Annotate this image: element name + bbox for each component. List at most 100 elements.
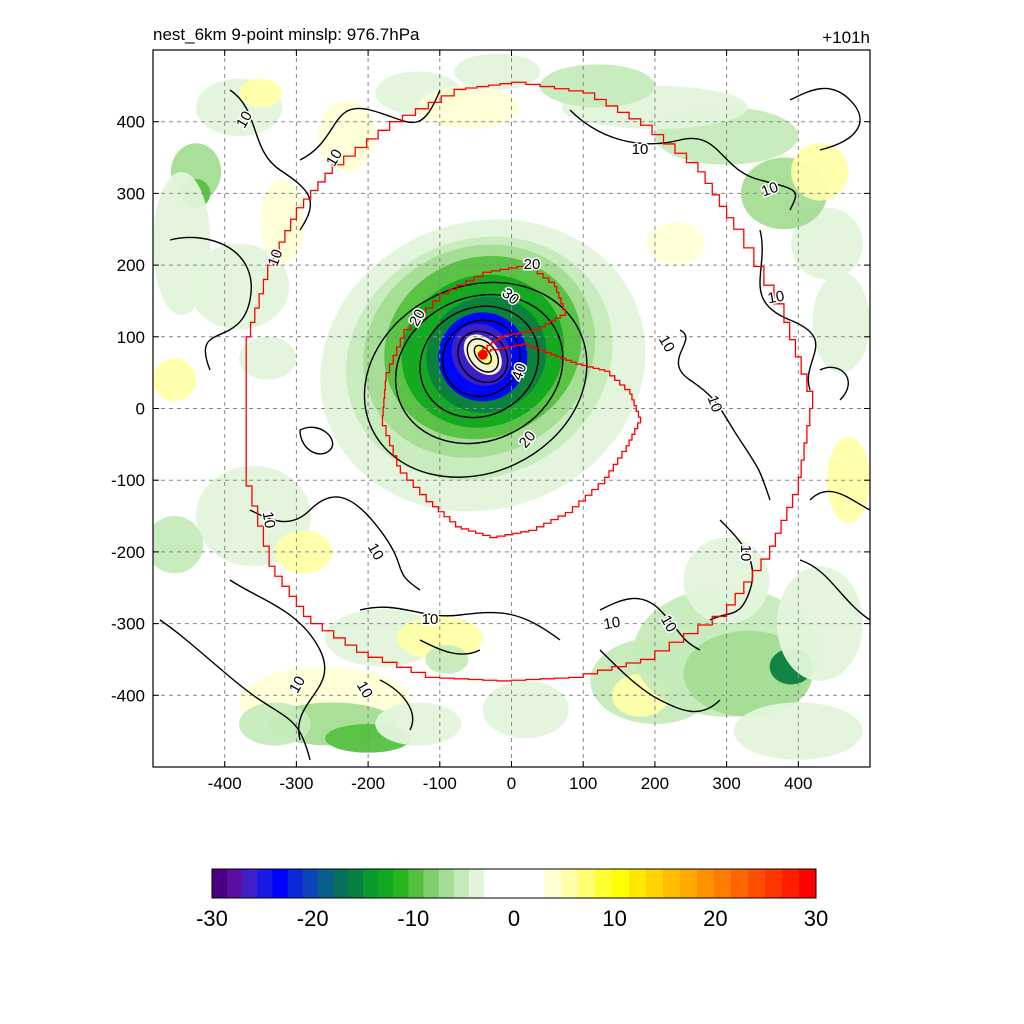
- x-tick-label: -400: [208, 774, 242, 793]
- contour-ring: [363, 281, 588, 478]
- y-tick-label: -100: [111, 471, 145, 490]
- contour-line: [379, 679, 414, 731]
- field-patch: [188, 243, 290, 330]
- x-tick-label: 300: [712, 774, 740, 793]
- y-tick-label: -300: [111, 615, 145, 634]
- colorbar-swatch: [287, 869, 304, 898]
- x-tick-label: 100: [569, 774, 597, 793]
- contour-line: [299, 89, 441, 161]
- field-patch: [812, 272, 870, 373]
- field-patch: [791, 207, 863, 280]
- colorbar-tick-label: -10: [397, 906, 429, 931]
- field-patch: [647, 222, 706, 266]
- y-tick-label: -200: [111, 543, 145, 562]
- colorbar-swatch: [697, 869, 715, 898]
- x-tick-label: -100: [423, 774, 457, 793]
- contour-line: [419, 639, 481, 655]
- colorbar-swatch: [646, 869, 664, 898]
- y-axis: 400 300 200 100 0 -100 -200 -300 -400: [111, 113, 870, 705]
- x-tick-label: -300: [279, 774, 313, 793]
- colorbar-tick-label: -30: [196, 906, 228, 931]
- field-patch: [153, 358, 197, 402]
- chart-title: nest_6km 9-point minslp: 976.7hPa: [153, 25, 420, 44]
- contour-lines: [159, 87, 870, 761]
- contour-ring: [441, 319, 521, 398]
- colorbar-tick-label: 20: [703, 906, 727, 931]
- y-tick-label: 100: [117, 328, 145, 347]
- center-marker: [477, 349, 488, 360]
- colorbar-swatch: [629, 869, 647, 898]
- contour-label: 10: [766, 288, 785, 308]
- y-tick-label: 300: [117, 184, 145, 203]
- colorbar-swatch: [680, 869, 698, 898]
- colorbar-tick-label: 0: [508, 906, 520, 931]
- colorbar-swatch: [348, 869, 364, 898]
- contour-line: [599, 597, 701, 651]
- colorbar-swatch: [257, 869, 273, 898]
- colorbar-swatch: [302, 869, 319, 898]
- contour-line: [229, 89, 311, 231]
- colorbar-swatch: [578, 869, 596, 898]
- contour-line: [159, 619, 311, 761]
- contour-ring: [466, 338, 500, 373]
- contour-line: [569, 109, 797, 211]
- colorbar-swatch: [242, 869, 258, 898]
- y-tick-label: 400: [117, 113, 145, 132]
- colorbar-swatch: [484, 869, 544, 898]
- contour-line: [249, 496, 421, 591]
- field-patch: [375, 702, 462, 746]
- colorbar-swatch: [595, 869, 613, 898]
- colorbar-tick-label: -20: [297, 906, 329, 931]
- y-tick-label: 0: [136, 400, 145, 419]
- colorbar-swatch: [212, 869, 228, 898]
- x-tick-label: -200: [351, 774, 385, 793]
- colorbar-swatch: [438, 869, 455, 898]
- colorbar: -30 -20 -10 0 10 20 30: [196, 868, 828, 931]
- center-marker-dot: [477, 349, 488, 360]
- field-patch: [274, 530, 333, 574]
- contour-label: 10: [259, 510, 279, 529]
- field-patch: [425, 645, 469, 674]
- contour-line: [789, 87, 861, 151]
- field-patch: [540, 64, 655, 108]
- contour-label: 20: [524, 256, 541, 273]
- colorbar-swatch: [748, 869, 766, 898]
- field-patch: [791, 143, 849, 201]
- y-tick-label: -400: [111, 686, 145, 705]
- x-tick-label: 200: [641, 774, 669, 793]
- contour-line: [759, 229, 817, 391]
- colorbar-tick-label: 10: [602, 906, 626, 931]
- colorbar-swatch: [393, 869, 409, 898]
- contour-label: 10: [632, 141, 649, 158]
- colorbar-swatch: [453, 869, 470, 898]
- field-patch: [260, 179, 304, 266]
- contour-line: [229, 579, 326, 741]
- contour-label: 10: [737, 545, 754, 562]
- x-tick-label: 0: [507, 774, 516, 793]
- contour-line: [809, 490, 870, 511]
- contour-line: [299, 426, 334, 455]
- colorbar-swatch: [227, 869, 243, 898]
- contour-ring: [394, 293, 564, 445]
- colorbar-swatch: [332, 869, 349, 898]
- contour-label: 10: [602, 614, 621, 634]
- contour-line: [169, 236, 252, 371]
- field-patch: [418, 85, 519, 129]
- colorbar-swatch: [272, 869, 289, 898]
- field-patch: [482, 680, 569, 739]
- region-outlines: [245, 81, 814, 682]
- colorbar-swatch: [408, 869, 425, 898]
- contour-line: [819, 366, 849, 401]
- colorbar-swatch: [561, 869, 579, 898]
- field-patch: [239, 336, 297, 380]
- contour-line: [359, 606, 561, 641]
- contour-line: [799, 559, 870, 621]
- field-patch: [826, 437, 870, 524]
- contour-label: 10: [422, 611, 439, 628]
- colorbar-swatch: [799, 869, 817, 898]
- colorbar-swatch: [663, 869, 681, 898]
- field-patch: [239, 702, 311, 746]
- contour-line: [599, 649, 721, 713]
- colorbar-swatch: [782, 869, 800, 898]
